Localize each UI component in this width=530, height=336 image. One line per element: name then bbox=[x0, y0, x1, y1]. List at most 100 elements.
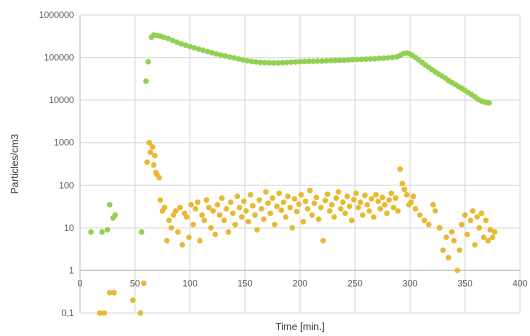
yellow-series-point bbox=[194, 199, 201, 206]
grid-lines bbox=[80, 14, 521, 314]
data-points bbox=[88, 32, 498, 316]
green-series-point bbox=[328, 57, 334, 64]
yellow-series-point bbox=[274, 203, 280, 210]
yellow-series-point bbox=[478, 210, 485, 217]
x-tick-label: 50 bbox=[130, 278, 140, 288]
yellow-series-point bbox=[230, 210, 236, 217]
yellow-series-point bbox=[307, 187, 313, 194]
yellow-series-point bbox=[476, 225, 483, 231]
green-series-point bbox=[187, 43, 193, 50]
yellow-series-point bbox=[296, 201, 302, 207]
yellow-series-point bbox=[203, 197, 210, 203]
yellow-series-point bbox=[458, 221, 465, 228]
green-series-point bbox=[213, 51, 220, 57]
green-series-point bbox=[336, 57, 343, 64]
green-series-point bbox=[367, 56, 374, 62]
yellow-series-point bbox=[300, 218, 307, 225]
green-series-point bbox=[209, 49, 215, 56]
yellow-series-point bbox=[177, 204, 183, 211]
yellow-series-point bbox=[166, 217, 172, 224]
x-tick-label: 0 bbox=[77, 278, 82, 288]
yellow-series-point bbox=[412, 206, 419, 212]
x-tick-label: 250 bbox=[347, 278, 362, 288]
yellow-series-point bbox=[302, 198, 309, 205]
green-series-point bbox=[332, 57, 339, 64]
yellow-series-point bbox=[410, 193, 417, 200]
yellow-series-point bbox=[311, 200, 318, 206]
y-tick-label: 1000 bbox=[54, 138, 74, 148]
yellow-series-point bbox=[491, 229, 498, 235]
yellow-series-point bbox=[395, 208, 401, 214]
yellow-series-point bbox=[141, 280, 147, 287]
green-series-point bbox=[486, 100, 493, 106]
yellow-series-point bbox=[366, 208, 373, 214]
yellow-series-point bbox=[480, 234, 487, 241]
x-tick-labels: 0 50 100 150 200 250 300 350 400 bbox=[77, 278, 527, 288]
green-series-point bbox=[240, 57, 246, 63]
y-tick-label: 100 bbox=[59, 180, 74, 190]
green-series-point bbox=[169, 37, 176, 44]
yellow-series-point bbox=[179, 242, 186, 248]
yellow-series-point bbox=[440, 247, 446, 253]
yellow-series-point bbox=[357, 199, 364, 206]
yellow-series-point bbox=[130, 297, 136, 303]
yellow-series-point bbox=[111, 289, 117, 296]
yellow-series-point bbox=[443, 234, 450, 241]
yellow-series-point bbox=[150, 162, 157, 168]
yellow-series-point bbox=[362, 192, 368, 199]
green-series-point bbox=[244, 57, 250, 64]
yellow-series-point bbox=[333, 195, 340, 201]
yellow-series-point bbox=[454, 267, 461, 274]
green-series-point bbox=[226, 54, 233, 60]
green-series-point bbox=[204, 48, 211, 55]
green-series-point bbox=[372, 55, 378, 62]
yellow-series-point bbox=[156, 174, 162, 181]
yellow-series-point bbox=[269, 195, 276, 201]
yellow-series-point bbox=[287, 204, 293, 211]
yellow-series-point bbox=[258, 206, 265, 212]
yellow-series-point bbox=[170, 212, 177, 218]
yellow-series-point bbox=[324, 191, 331, 197]
green-series-point bbox=[354, 56, 361, 63]
green-series-point bbox=[363, 56, 369, 62]
yellow-series-point bbox=[344, 193, 351, 200]
green-series-point bbox=[385, 54, 391, 61]
yellow-series-point bbox=[373, 191, 379, 198]
green-series-point bbox=[275, 60, 281, 66]
yellow-series-point bbox=[197, 237, 203, 244]
yellow-series-point bbox=[449, 229, 455, 235]
green-series-point bbox=[248, 58, 255, 65]
yellow-series-point bbox=[188, 201, 194, 208]
green-series-point bbox=[380, 55, 387, 61]
green-series-point bbox=[319, 58, 325, 64]
yellow-series-point bbox=[342, 210, 348, 217]
yellow-series-point bbox=[309, 212, 315, 218]
green-series-point bbox=[200, 47, 206, 54]
yellow-series-point bbox=[208, 225, 214, 231]
green-series-point bbox=[165, 35, 171, 42]
yellow-series-point bbox=[205, 204, 212, 211]
yellow-series-point bbox=[254, 227, 260, 233]
y-axis-title: Particles/cm3 bbox=[10, 134, 21, 194]
yellow-series-point bbox=[390, 204, 397, 211]
yellow-series-point bbox=[238, 214, 245, 220]
yellow-series-point bbox=[485, 237, 491, 244]
green-series-point bbox=[389, 54, 396, 61]
y-tick-label: 0,1 bbox=[61, 308, 74, 318]
green-series-point bbox=[112, 212, 118, 218]
yellow-series-point bbox=[289, 225, 296, 231]
green-series-point bbox=[88, 229, 94, 235]
yellow-series-point bbox=[265, 200, 271, 206]
green-series-point bbox=[341, 57, 347, 63]
yellow-series-point bbox=[456, 247, 463, 253]
green-series-point bbox=[231, 55, 237, 61]
axes bbox=[79, 15, 520, 313]
yellow-series-point bbox=[489, 234, 496, 241]
yellow-series-point bbox=[381, 201, 388, 208]
yellow-series-point bbox=[313, 194, 320, 201]
yellow-series-point bbox=[175, 229, 181, 235]
yellow-series-point bbox=[353, 190, 359, 197]
green-series-point bbox=[297, 58, 303, 65]
yellow-series-point bbox=[451, 237, 457, 244]
